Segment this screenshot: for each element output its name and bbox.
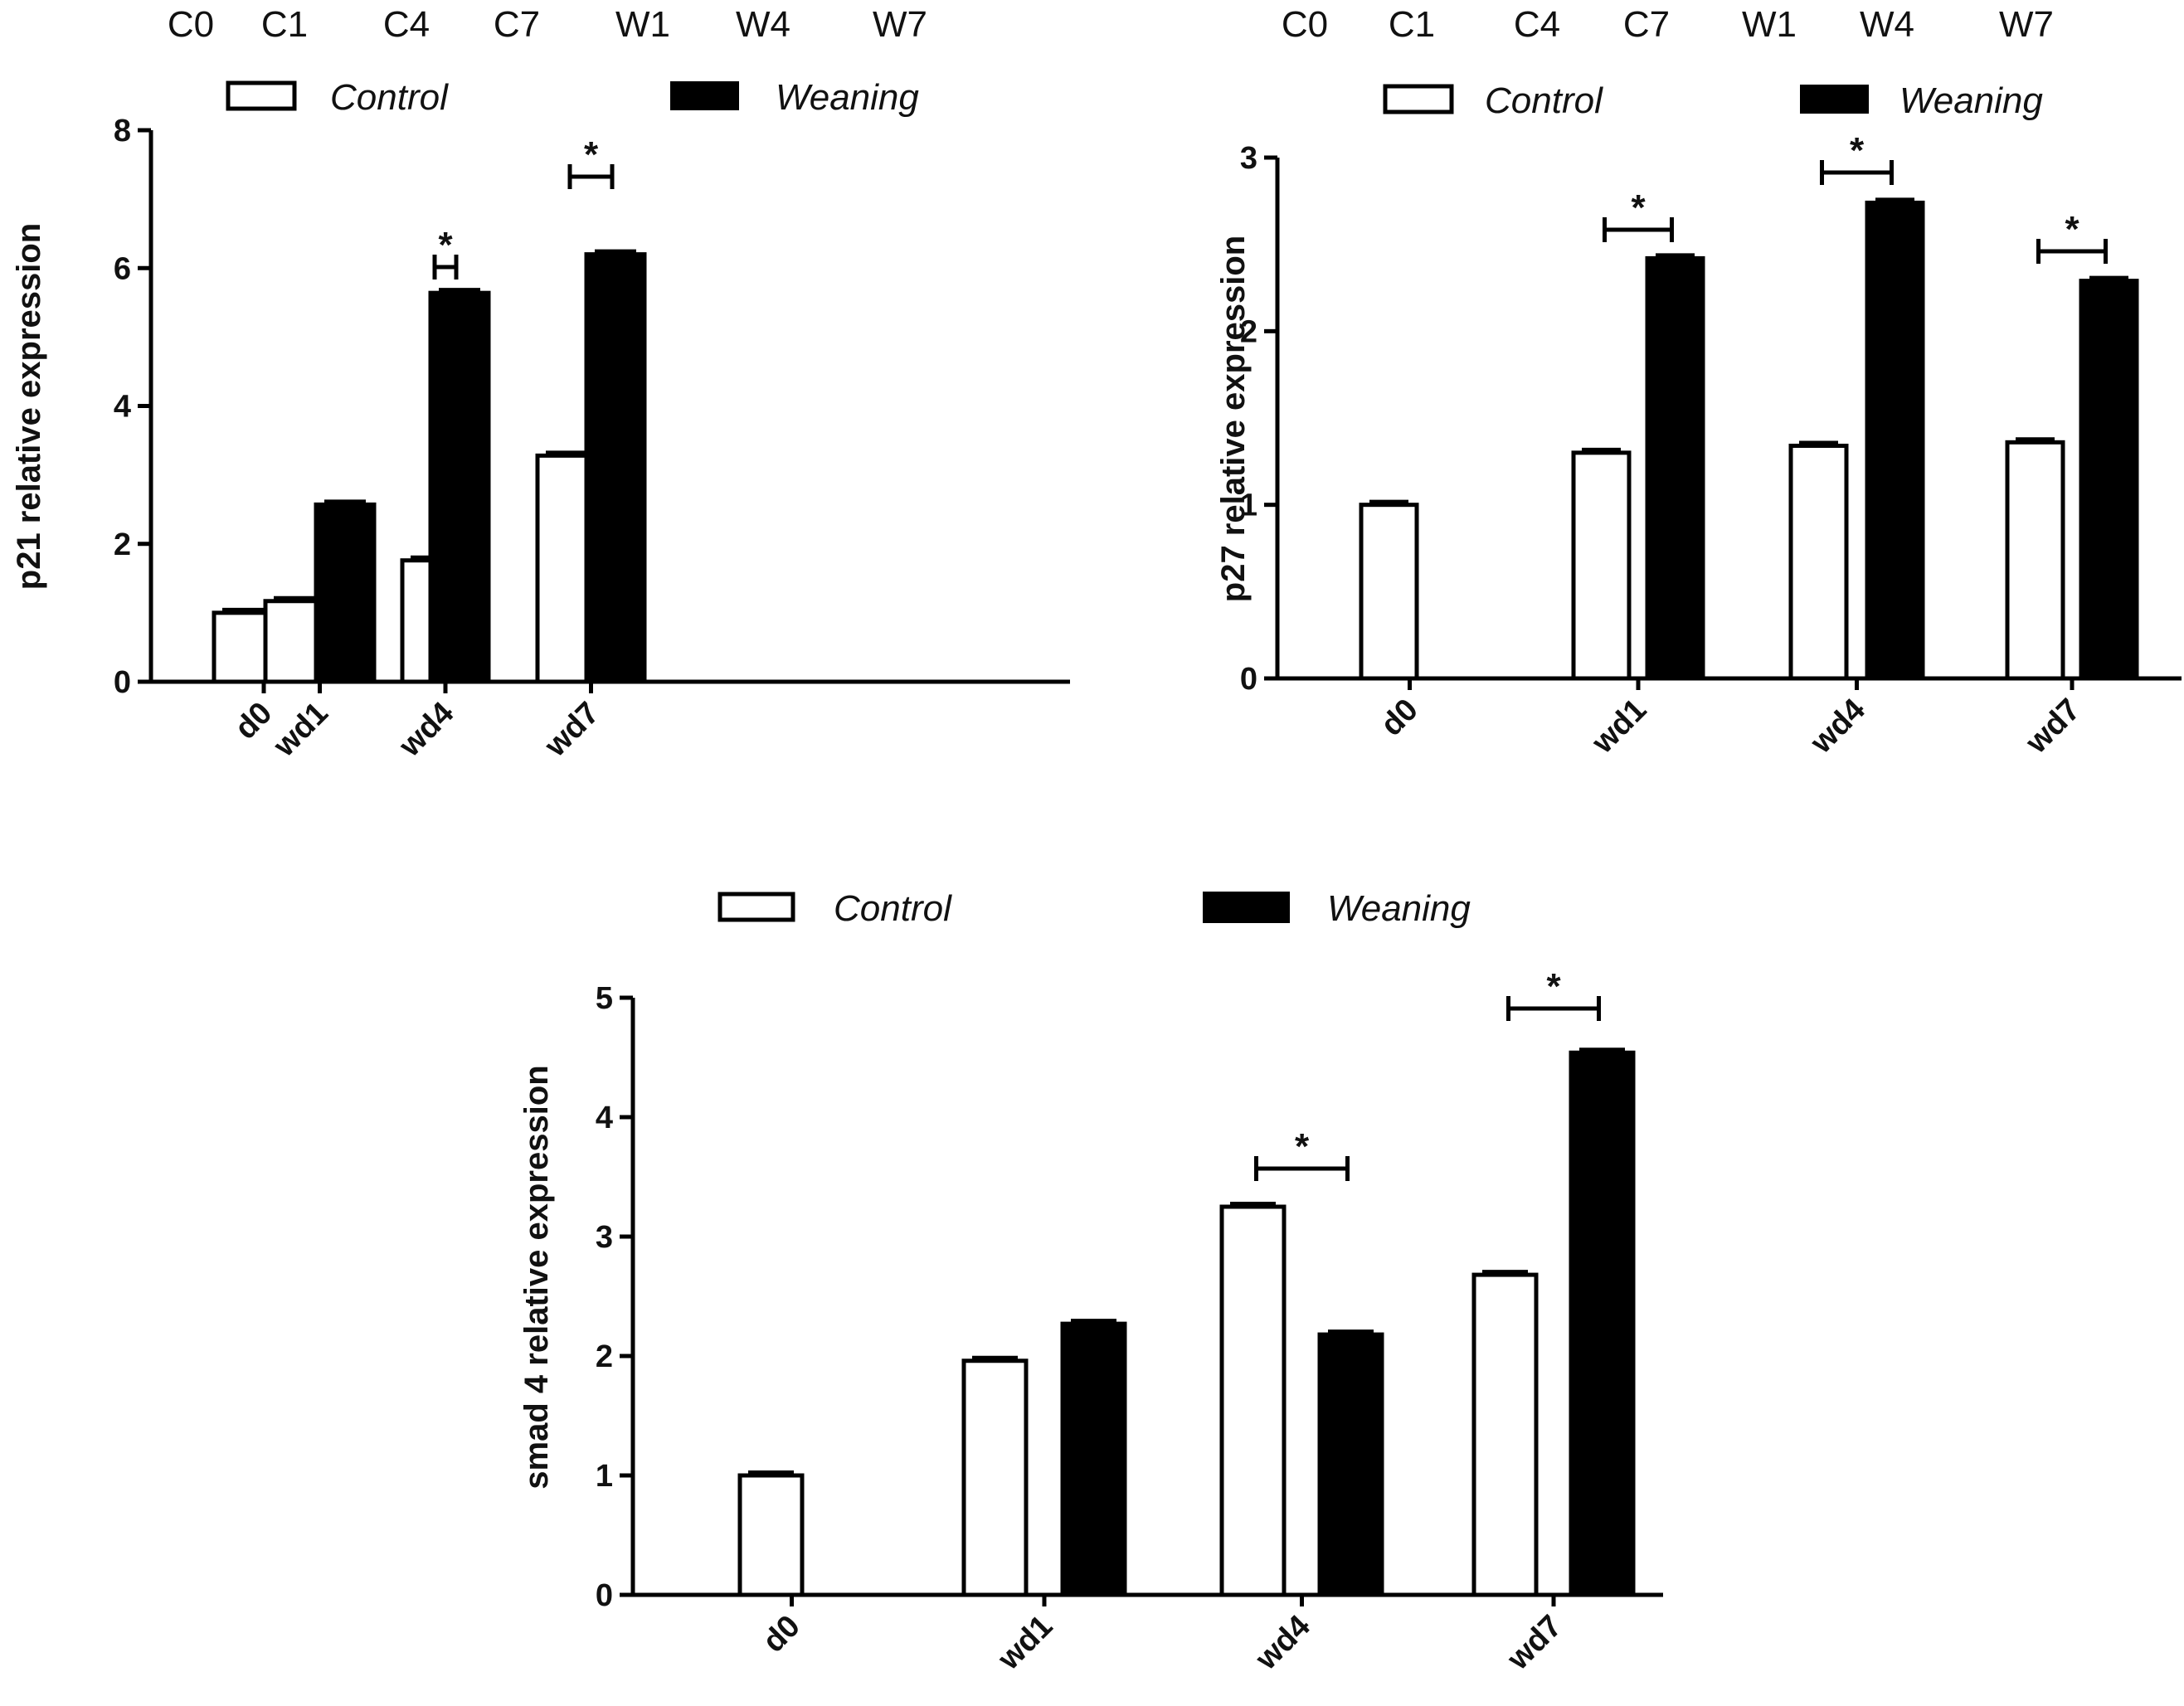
significance-star: *: [1295, 1126, 1310, 1167]
x-category-label: wd7: [537, 696, 606, 765]
significance-star: *: [1631, 187, 1646, 228]
bar-control-wd4: [1219, 1204, 1287, 1597]
significance-bracket: [432, 255, 459, 279]
sample-label: C7: [494, 4, 540, 45]
x-category-label: wd7: [1501, 1609, 1569, 1678]
significance-star: *: [1850, 130, 1865, 171]
bar-control-d0: [1359, 503, 1419, 681]
legend-label-control: Control: [330, 77, 449, 118]
legend-swatch-control: [717, 892, 795, 922]
bar-control-wd4: [1788, 443, 1849, 681]
x-category-label: wd4: [1803, 693, 1872, 761]
sample-label: C0: [1282, 4, 1328, 45]
x-category-label: d0: [756, 1609, 807, 1660]
significance-bracket: [2036, 239, 2108, 264]
y-tick-label: 5: [596, 981, 613, 1016]
y-tick-label: 0: [1240, 662, 1257, 697]
sample-label: W4: [1860, 4, 1914, 45]
sample-label: W7: [873, 4, 927, 45]
sample-label: W1: [1742, 4, 1797, 45]
significance-bracket: [567, 164, 615, 189]
y-tick-label: 1: [1240, 488, 1257, 523]
significance-star: *: [584, 134, 599, 175]
y-axis-title: p21 relative expression: [11, 223, 47, 590]
bar-weaning-wd4: [1317, 1332, 1384, 1597]
sample-label: C0: [168, 4, 214, 45]
bar-weaning-wd4: [428, 290, 491, 684]
y-tick-label: 6: [114, 251, 131, 286]
y-tick-label: 3: [596, 1220, 613, 1255]
legend-swatch-control: [1383, 84, 1454, 114]
legend-swatch-control: [226, 80, 297, 111]
y-tick-label: 4: [596, 1101, 613, 1135]
y-tick-label: 0: [596, 1578, 613, 1613]
legend-swatch-weaning: [1800, 85, 1869, 114]
significance-bracket: [1506, 996, 1601, 1021]
bar-control-wd7: [2005, 440, 2065, 681]
bar-weaning-wd7: [584, 252, 647, 684]
bar-weaning-wd4: [1865, 200, 1925, 681]
legend-label-weaning: Weaning: [1899, 80, 2043, 121]
sample-label-row: C0 C1 C4 C7 W1 W4 W7: [168, 4, 927, 45]
sample-label: C4: [1514, 4, 1560, 45]
smad4-chart-panel: Control Weaning 0 1 2 3 4 5 d0 wd1 wd4 wd7 * * sm…: [518, 888, 1663, 1677]
bar-weaning-wd7: [1569, 1050, 1636, 1597]
significance-star: *: [438, 225, 453, 265]
y-tick-label: 1: [596, 1459, 613, 1494]
bar-control-d0: [737, 1473, 805, 1597]
significance-bracket: [1820, 160, 1894, 185]
x-category-label: wd1: [266, 696, 335, 765]
sample-label: C4: [383, 4, 430, 45]
y-tick-label: 4: [114, 390, 131, 425]
legend: Control Weaning: [1383, 80, 2043, 121]
legend: Control Weaning: [717, 888, 1471, 929]
y-tick-label: 0: [114, 665, 131, 700]
y-tick-label: 8: [114, 114, 131, 148]
legend-swatch-weaning: [1203, 892, 1290, 923]
sample-label-row: C0 C1 C4 C7 W1 W4 W7: [1282, 4, 2054, 45]
legend: Control Weaning: [226, 77, 919, 118]
sample-label: W1: [615, 4, 670, 45]
sample-label: C1: [1389, 4, 1435, 45]
x-category-label: d0: [1374, 693, 1425, 743]
p21-chart-panel: C0 C1 C4 C7 W1 W4 W7 Control Weaning 0 2 4…: [11, 4, 1070, 764]
x-category-label: wd4: [1248, 1609, 1317, 1678]
y-axis-title: p27 relative expression: [1215, 236, 1252, 602]
legend-label-control: Control: [1485, 80, 1603, 121]
y-tick-label: 2: [1240, 314, 1257, 349]
sample-label: C1: [261, 4, 308, 45]
y-tick-label: 3: [1240, 141, 1257, 176]
bar-control-wd7: [1471, 1272, 1539, 1597]
x-category-label: wd1: [1585, 693, 1654, 761]
significance-bracket: [1603, 217, 1674, 242]
y-tick-label: 2: [114, 527, 131, 562]
x-category-label: wd4: [392, 696, 461, 765]
legend-label-control: Control: [834, 888, 952, 929]
significance-bracket: [1254, 1156, 1350, 1181]
bar-weaning-wd1: [314, 502, 377, 684]
significance-star: *: [1546, 966, 1561, 1007]
legend-swatch-weaning: [670, 81, 739, 110]
sample-label: C7: [1623, 4, 1670, 45]
x-category-label: wd1: [991, 1609, 1060, 1678]
bar-control-wd1: [961, 1358, 1029, 1597]
y-tick-label: 2: [596, 1339, 613, 1374]
bar-control-wd1: [1571, 450, 1632, 681]
p27-chart-panel: C0 C1 C4 C7 W1 W4 W7 Control Weaning 0 1 2…: [1215, 4, 2182, 761]
sample-label: W7: [1999, 4, 2054, 45]
sample-label: W4: [736, 4, 790, 45]
bar-weaning-wd1: [1645, 255, 1705, 681]
bar-weaning-wd1: [1060, 1321, 1127, 1597]
significance-star: *: [2065, 209, 2079, 250]
legend-label-weaning: Weaning: [1327, 888, 1471, 929]
bar-weaning-wd7: [2079, 279, 2139, 681]
legend-label-weaning: Weaning: [776, 77, 919, 118]
x-category-label: wd7: [2019, 693, 2088, 761]
y-axis-title: smad 4 relative expression: [518, 1065, 555, 1489]
